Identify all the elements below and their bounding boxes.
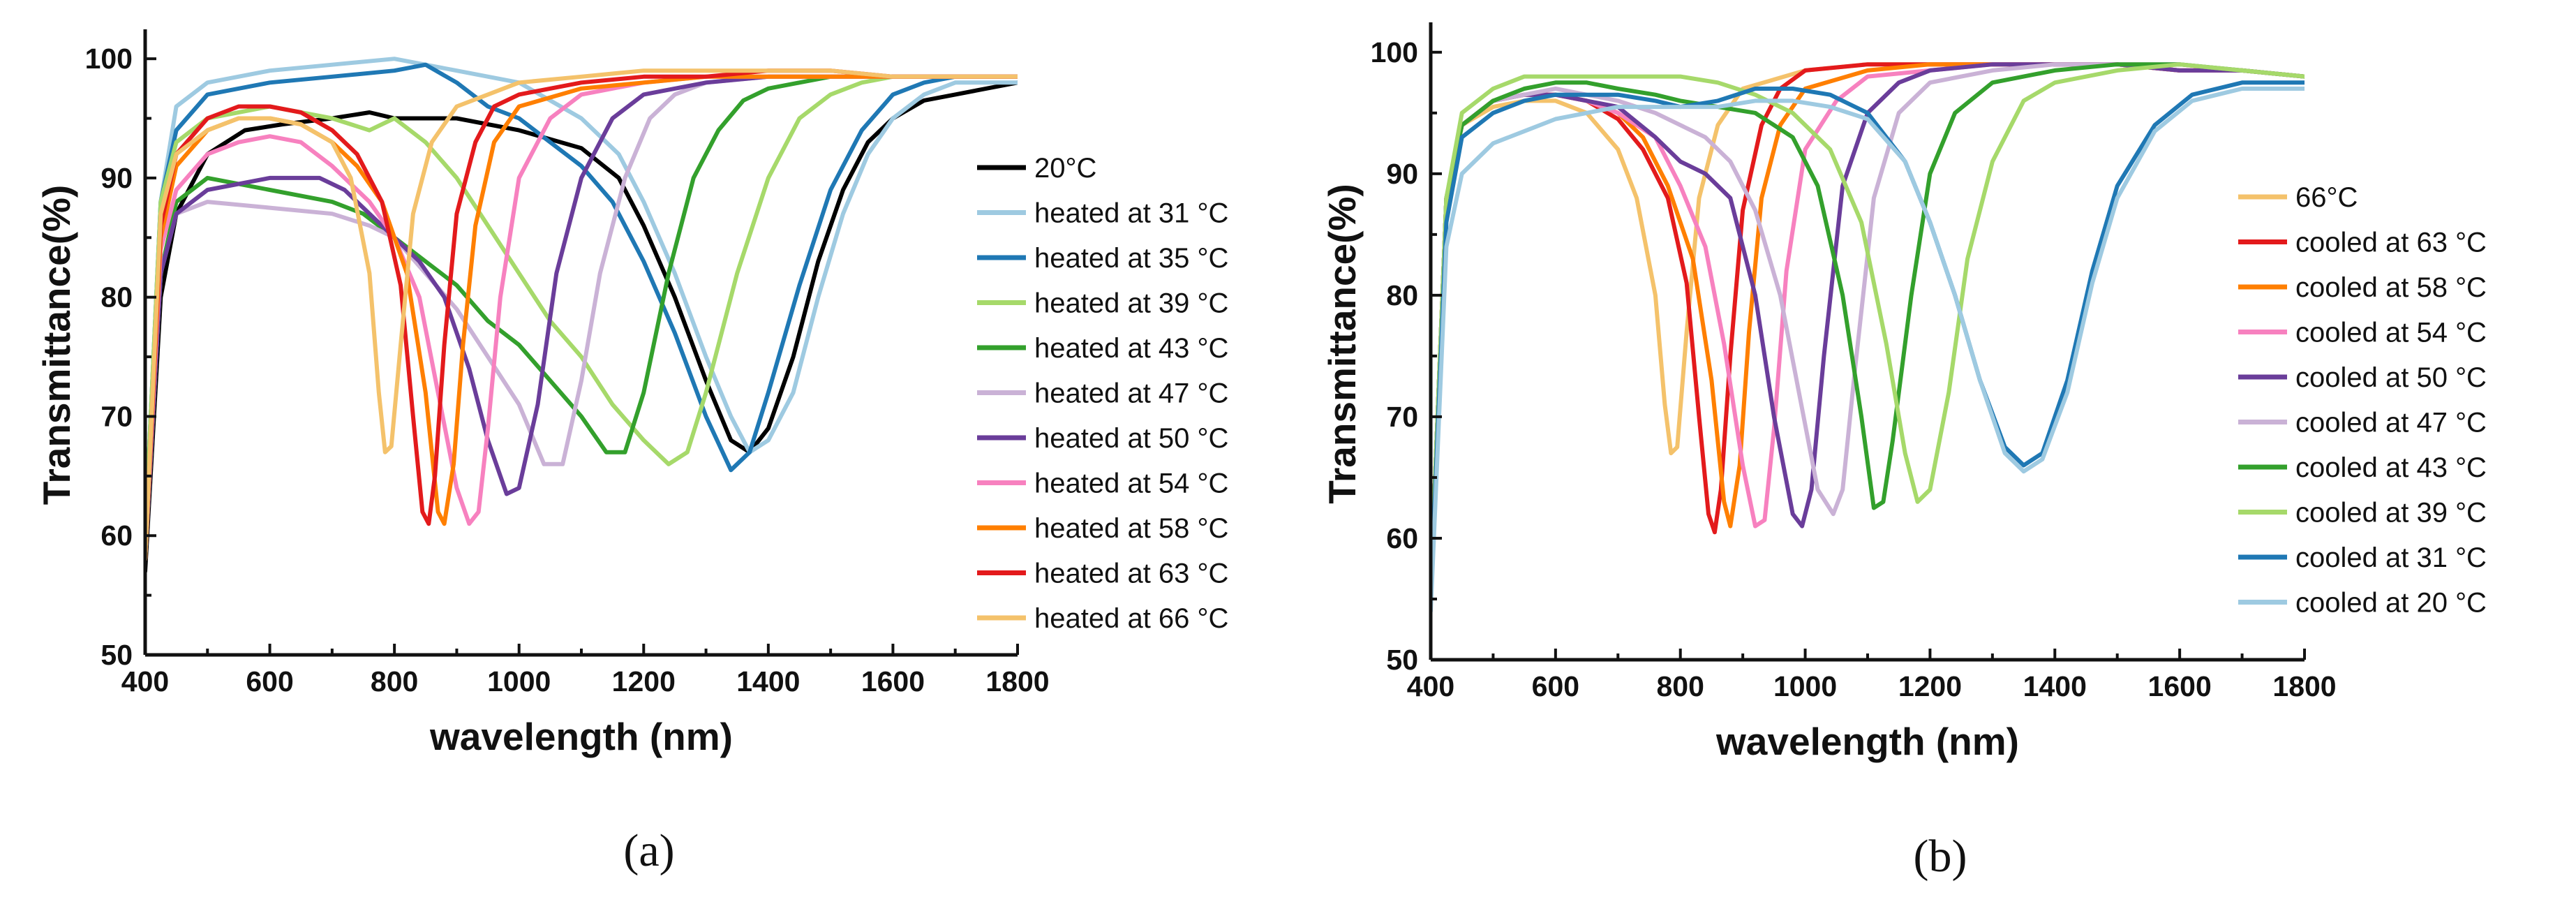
x-axis-title: wavelength (nm) <box>1715 720 2019 763</box>
y-tick-label: 60 <box>100 519 133 552</box>
legend-entry: 66°C <box>2295 182 2358 213</box>
x-tick-label: 1000 <box>1773 670 1837 702</box>
legend-entry: cooled at 47 °C <box>2295 408 2487 438</box>
series-line-6 <box>1431 62 2305 589</box>
series-line-10 <box>145 68 1018 562</box>
plot-area <box>145 57 1018 574</box>
x-axis-title: wavelength (nm) <box>429 715 733 758</box>
y-tick-label: 70 <box>1386 401 1418 433</box>
legend-entry: cooled at 43 °C <box>2295 452 2487 483</box>
legend-entry: cooled at 20 °C <box>2295 588 2487 619</box>
legend-entry: heated at 63 °C <box>1034 559 1228 589</box>
y-tick-label: 100 <box>1371 36 1418 68</box>
series-line-10 <box>1431 87 2305 614</box>
x-tick-label: 1200 <box>1898 670 1962 702</box>
x-tick-label: 1800 <box>985 665 1049 697</box>
series-line-3 <box>145 62 1018 538</box>
x-tick-label: 1800 <box>2272 670 2336 702</box>
y-tick-label: 100 <box>85 43 133 75</box>
legend-entry: 20°C <box>1034 153 1096 184</box>
y-tick-label: 50 <box>100 639 133 671</box>
panel-label: (b) <box>1914 831 1967 882</box>
x-tick-label: 1000 <box>487 665 551 697</box>
series-line-11 <box>145 68 1018 562</box>
series-line-9 <box>1431 80 2305 601</box>
x-tick-label: 800 <box>371 665 418 697</box>
chart-panel-1: 400 600 800 1000 1200 1400 1600 1800 50 60 70 80 90 1… <box>35 29 1228 876</box>
legend-entry: heated at 39 °C <box>1034 288 1228 319</box>
y-tick-label: 90 <box>100 162 133 194</box>
legend-entry: cooled at 39 °C <box>2295 498 2487 529</box>
chart-panel-2: 400 600 800 1000 1200 1400 1600 1800 50 60 70 80 90 1… <box>1320 22 2487 882</box>
series-line-4 <box>145 74 1018 538</box>
legend-entry: cooled at 31 °C <box>2295 542 2487 573</box>
legend: 20°C heated at 31 °C heated at 35 °C heated… <box>977 153 1228 634</box>
legend: 66°C cooled at 63 °C cooled at 58 °C cooled… <box>2238 182 2487 619</box>
legend-entry: heated at 43 °C <box>1034 333 1228 364</box>
legend-entry: heated at 50 °C <box>1034 423 1228 454</box>
x-tick-label: 800 <box>1657 670 1704 702</box>
series-line-2 <box>1431 62 2305 589</box>
series-line-5 <box>1431 62 2305 589</box>
legend-entry: cooled at 63 °C <box>2295 228 2487 258</box>
series-line-1 <box>145 80 1018 574</box>
legend-entry: heated at 31 °C <box>1034 198 1228 229</box>
series-line-3 <box>1431 62 2305 589</box>
y-axis-title: Transmittance(%) <box>35 185 78 505</box>
plot-area <box>1431 62 2305 614</box>
x-tick-label: 1600 <box>2148 670 2212 702</box>
x-tick-label: 1400 <box>736 665 800 697</box>
x-tick-label: 1200 <box>612 665 676 697</box>
y-axis-title: Transmittance(%) <box>1320 184 1364 503</box>
y-tick-label: 90 <box>1386 158 1418 190</box>
legend-entry: heated at 58 °C <box>1034 513 1228 544</box>
legend-entry: heated at 54 °C <box>1034 468 1228 499</box>
x-tick-label: 600 <box>246 665 293 697</box>
y-tick-label: 50 <box>1386 644 1418 676</box>
legend-entry: heated at 66 °C <box>1034 603 1228 634</box>
y-tick-label: 60 <box>1386 522 1418 554</box>
series-line-5 <box>145 74 1018 562</box>
series-line-8 <box>1431 62 2305 589</box>
y-tick-label: 80 <box>100 281 133 313</box>
series-line-7 <box>1431 62 2305 589</box>
legend-entry: cooled at 50 °C <box>2295 362 2487 393</box>
y-tick-label: 80 <box>1386 279 1418 311</box>
x-tick-label: 600 <box>1532 670 1579 702</box>
y-tick-label: 70 <box>100 400 133 432</box>
series-line-2 <box>145 57 1018 538</box>
legend-entry: heated at 35 °C <box>1034 243 1228 274</box>
x-tick-label: 1600 <box>861 665 925 697</box>
series-line-1 <box>1431 62 2305 589</box>
panel-label: (a) <box>623 825 674 876</box>
x-tick-label: 400 <box>121 665 169 697</box>
legend-entry: cooled at 58 °C <box>2295 272 2487 303</box>
series-line-4 <box>1431 62 2305 589</box>
legend-entry: cooled at 54 °C <box>2295 318 2487 348</box>
x-tick-label: 1400 <box>2023 670 2087 702</box>
x-tick-label: 400 <box>1407 670 1454 702</box>
legend-entry: heated at 47 °C <box>1034 378 1228 409</box>
